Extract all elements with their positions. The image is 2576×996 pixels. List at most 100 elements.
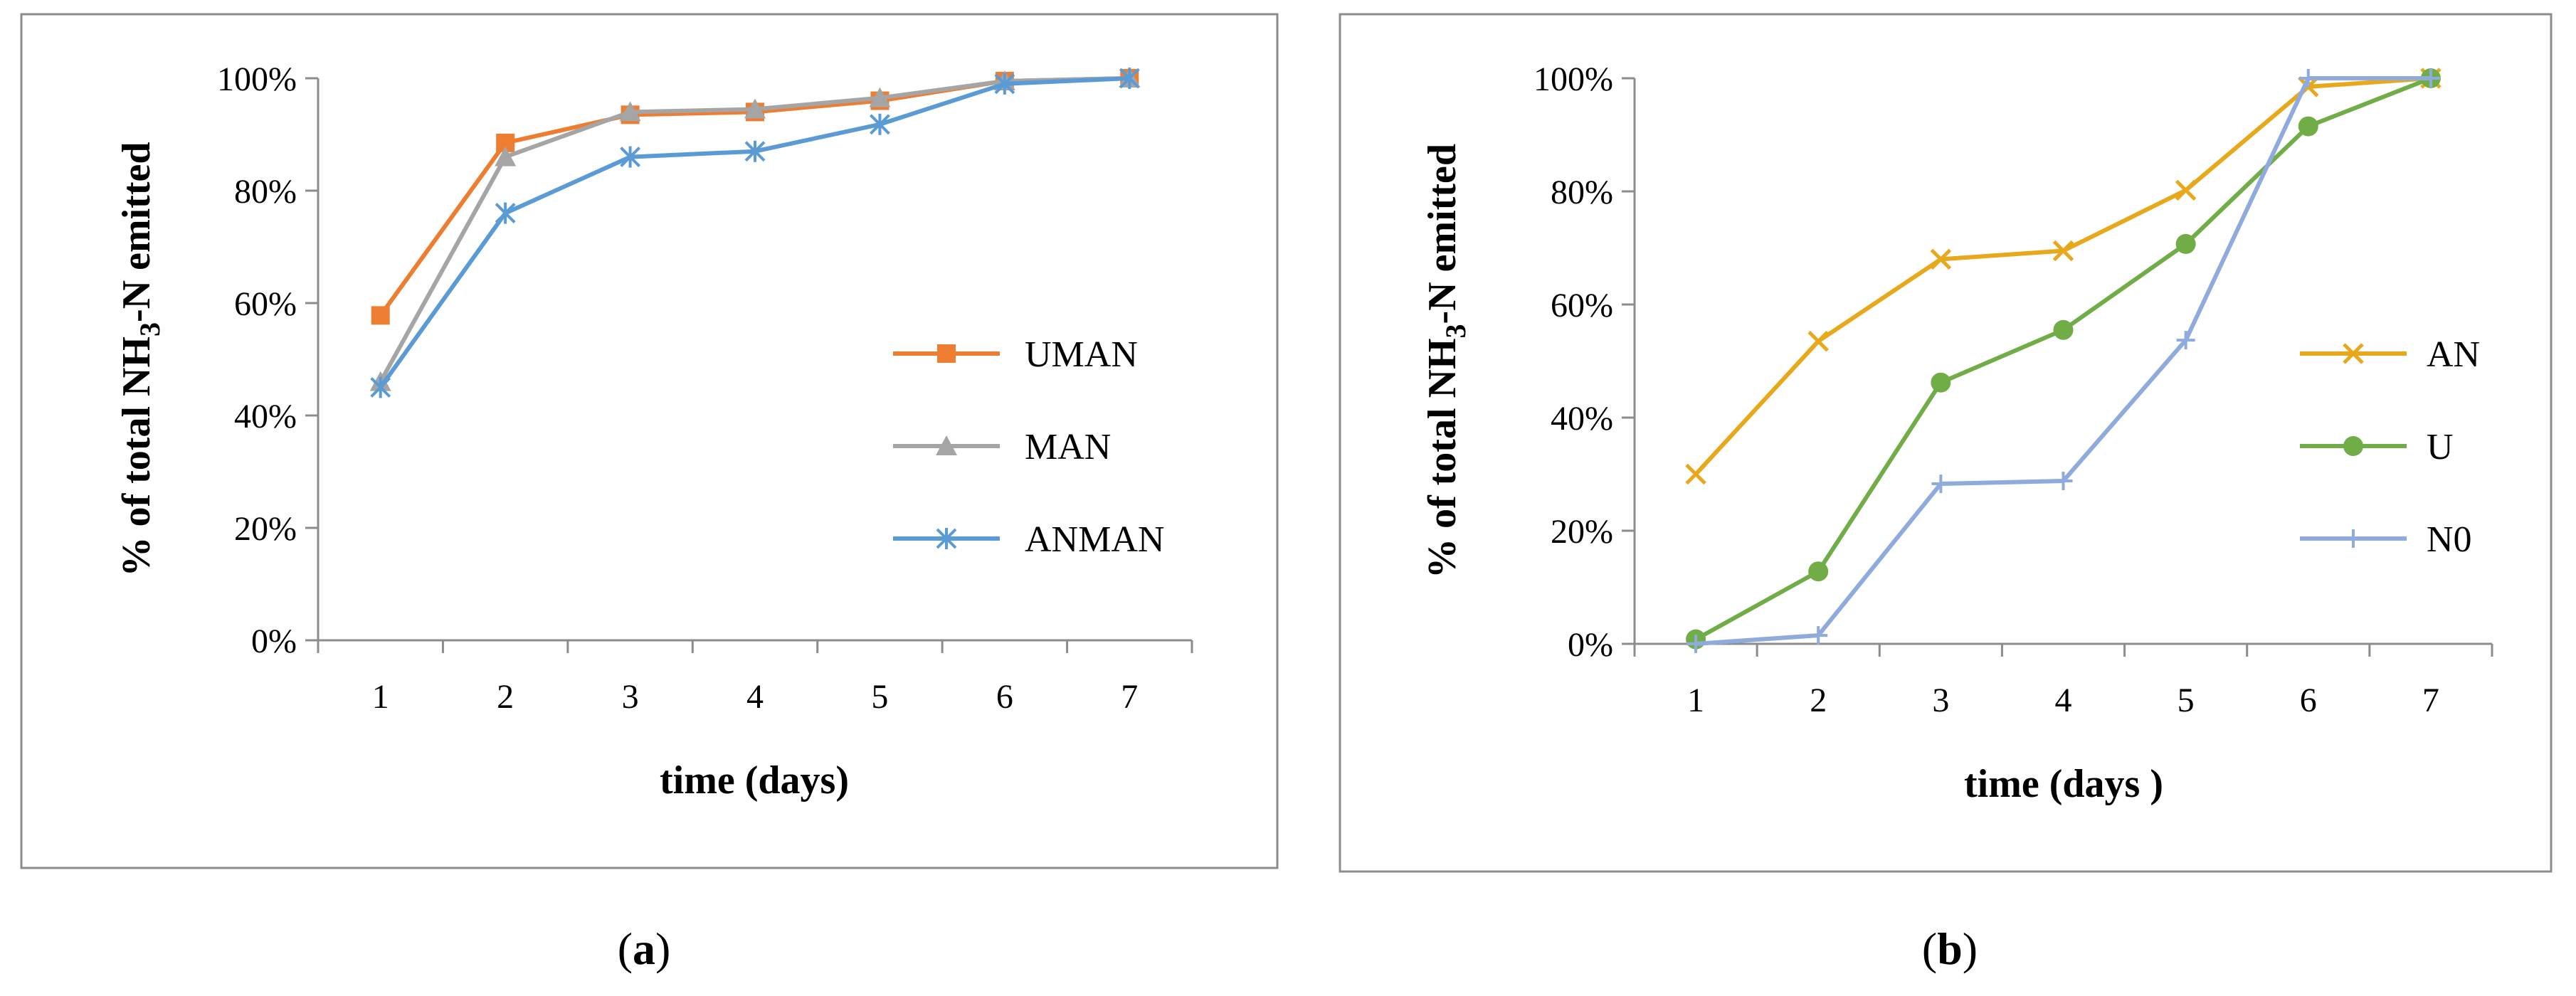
x-tick-label: 4	[746, 678, 764, 716]
data-point-U	[2175, 233, 2196, 254]
x-tick-label: 3	[1932, 682, 1949, 719]
data-point-AN	[2052, 240, 2074, 262]
x-tick-label: 4	[2055, 682, 2072, 719]
legend-swatch-marker	[2343, 436, 2363, 456]
x-tick-label: 2	[497, 678, 514, 716]
chart-frame	[1339, 13, 2553, 873]
series-line-U	[1694, 76, 2432, 642]
y-tick-label: 40%	[234, 398, 297, 435]
panel-caption: (a)	[618, 923, 671, 974]
data-point-U	[1931, 372, 1951, 393]
data-point-AN	[1685, 463, 1706, 485]
legend-label: MAN	[1025, 427, 1111, 467]
data-point-U	[2053, 319, 2074, 340]
x-tick-label: 2	[1810, 682, 1827, 719]
chart-panel-a: 0% 20% 40% 60% 80% 100% 1 2 3 4 5 6 7 time (days) % of…	[20, 13, 1279, 974]
x-tick-label: 1	[1687, 682, 1704, 719]
data-point-ANMAN	[870, 113, 890, 135]
y-tick-label: 80%	[234, 173, 297, 211]
y-tick-label: 80%	[1551, 174, 1613, 211]
data-point-N0	[1686, 635, 1706, 653]
x-tick-label: 7	[1121, 678, 1138, 716]
data-point-N0	[2054, 472, 2073, 491]
caption-letter: b	[1937, 923, 1963, 974]
legend-label: N0	[2427, 519, 2472, 560]
data-point-N0	[2176, 331, 2195, 350]
y-axis-title: % of total NH3-N emitted	[1420, 144, 1472, 578]
data-point-MAN	[619, 101, 641, 122]
x-tick-label: 3	[622, 678, 639, 716]
data-point-U	[1808, 561, 1829, 582]
data-point-MAN	[495, 146, 517, 166]
legend-item-MAN: MAN	[893, 427, 1111, 467]
series-AN	[1685, 68, 2442, 485]
data-point-MAN	[869, 87, 891, 107]
x-axis-title: time (days)	[660, 758, 849, 802]
data-point-N0	[2421, 69, 2440, 88]
legend-swatch-marker	[2343, 343, 2364, 364]
data-point-UMAN	[371, 306, 390, 325]
data-point-AN	[1930, 248, 1952, 270]
caption-open: (	[618, 923, 633, 974]
x-tick-label: 7	[2422, 682, 2439, 719]
series-line-ANMAN	[379, 76, 1130, 389]
data-point-N0	[1931, 475, 1951, 494]
legend-item-AN: AN	[2300, 334, 2480, 375]
data-point-U	[2298, 116, 2318, 137]
y-axis-title-suffix: -N emitted	[1420, 144, 1464, 324]
data-point-N0	[1809, 626, 1828, 645]
legend-label: U	[2427, 427, 2454, 467]
legend-swatch-marker	[937, 344, 956, 363]
chart-frame	[20, 13, 1279, 869]
data-point-ANMAN	[370, 376, 391, 398]
y-axis-title: % of total NH3-N emitted	[115, 142, 166, 577]
data-point-AN	[2175, 179, 2197, 201]
legend-label: ANMAN	[1025, 519, 1164, 560]
caption-close: )	[655, 923, 670, 974]
x-tick-label: 6	[996, 678, 1013, 716]
legend-swatch-marker	[936, 435, 957, 455]
series-N0	[1686, 69, 2440, 653]
legend-label: AN	[2427, 334, 2480, 375]
y-tick-label: 100%	[217, 60, 297, 98]
data-point-MAN	[744, 98, 766, 119]
data-point-ANMAN	[495, 202, 516, 224]
y-axis-title-prefix: % of total NH	[115, 337, 159, 577]
caption-letter: a	[633, 923, 655, 974]
y-axis-title-suffix: -N emitted	[115, 142, 159, 322]
y-tick-label: 60%	[234, 285, 297, 323]
x-tick-label: 1	[372, 678, 389, 716]
y-tick-label: 0%	[251, 622, 297, 660]
caption-close: )	[1963, 923, 1978, 974]
y-tick-label: 0%	[1568, 626, 1613, 664]
y-axis-title-prefix: % of total NH	[1420, 338, 1464, 578]
series-ANMAN	[370, 68, 1140, 398]
panel-caption: (b)	[1922, 923, 1978, 974]
data-point-AN	[1807, 330, 1829, 352]
y-axis-title-subscript: 3	[1440, 324, 1472, 338]
caption-open: (	[1922, 923, 1937, 974]
y-tick-label: 40%	[1551, 400, 1613, 438]
y-tick-label: 20%	[1551, 513, 1613, 551]
legend-label: UMAN	[1025, 334, 1138, 375]
legend-item-UMAN: UMAN	[893, 334, 1138, 375]
chart-panel-b: 0% 20% 40% 60% 80% 100% 1 2 3 4 5 6 7 time (days ) % o…	[1339, 13, 2553, 974]
legend-swatch-marker	[2344, 529, 2363, 548]
data-point-ANMAN	[620, 146, 640, 168]
data-point-ANMAN	[994, 73, 1015, 95]
legend-item-ANMAN: ANMAN	[893, 519, 1164, 560]
y-tick-label: 60%	[1551, 287, 1613, 324]
data-point-ANMAN	[744, 140, 766, 162]
series-line-N0	[1695, 76, 2431, 646]
legend-swatch-marker	[936, 528, 957, 549]
data-point-N0	[2298, 69, 2318, 88]
y-tick-label: 20%	[234, 510, 297, 548]
x-tick-label: 5	[871, 678, 888, 716]
y-axis-title-subscript: 3	[134, 322, 166, 337]
x-axis-title: time (days )	[1964, 762, 2163, 806]
series-U	[1686, 68, 2441, 650]
x-tick-label: 6	[2300, 682, 2317, 719]
series-line-AN	[1694, 76, 2432, 476]
legend-item-U: U	[2300, 427, 2454, 467]
